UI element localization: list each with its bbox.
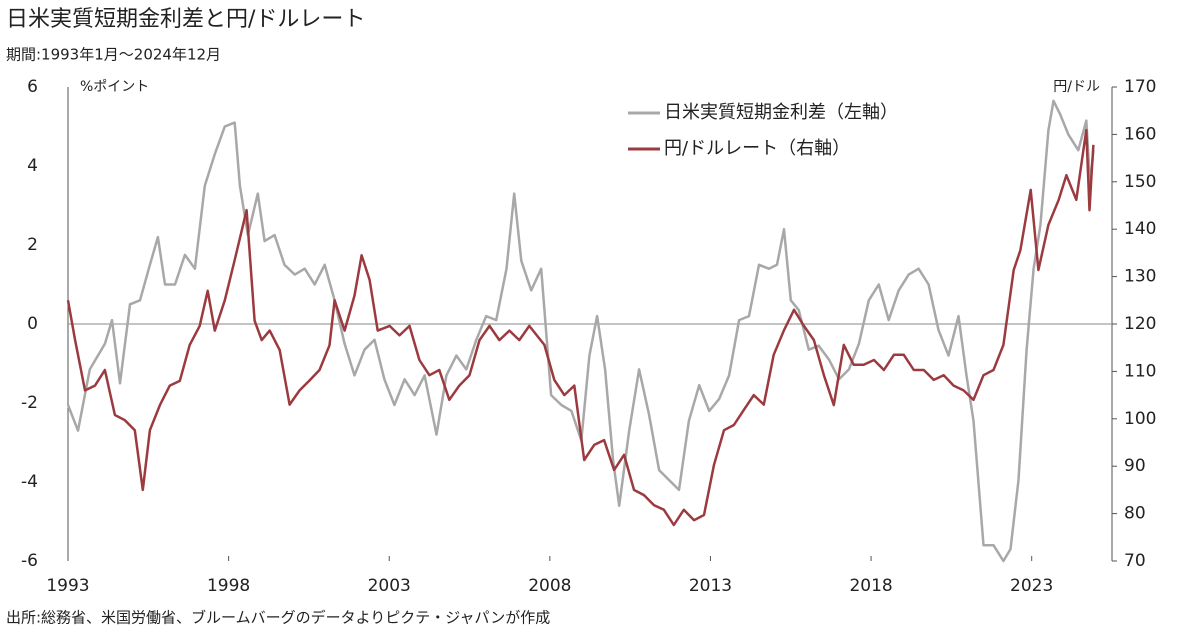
y2-tick-label: 160 [1124,124,1156,144]
y2-axis-label: 円/ドル [1053,79,1100,95]
x-tick-label: 2003 [368,576,411,596]
chart-title: 日米実質短期金利差と円/ドルレート [6,7,365,32]
y-tick-label: -6 [21,551,38,571]
y-tick-label: 6 [27,77,38,97]
x-tick-label: 1993 [46,576,89,596]
series-line [66,99,1095,563]
y-tick-label: -4 [21,472,38,492]
y-axis-label: %ポイント [80,79,149,95]
legend-label: 円/ドルレート（右軸） [664,138,850,159]
y2-tick-label: 70 [1124,551,1146,571]
y2-tick-label: 150 [1124,172,1156,192]
y2-tick-label: 80 [1124,504,1146,524]
y2-tick-label: 130 [1124,267,1156,287]
y2-tick-label: 120 [1124,314,1156,334]
y-tick-label: -2 [21,393,38,413]
y2-tick-label: 100 [1124,409,1156,429]
x-tick-label: 2023 [1010,576,1053,596]
x-tick-label: 2013 [689,576,732,596]
y2-tick-label: 110 [1124,361,1156,381]
y2-tick-label: 90 [1124,456,1146,476]
x-tick-label: 1998 [207,576,250,596]
y-tick-label: 0 [27,314,38,334]
chart-subtitle: 期間:1993年1月～2024年12月 [6,46,221,64]
y2-tick-label: 140 [1124,219,1156,239]
x-tick-label: 2008 [528,576,571,596]
series-line [66,128,1095,527]
y-tick-label: 2 [27,235,38,255]
y2-tick-label: 170 [1124,77,1156,97]
source-note: 出所:総務省、米国労働省、ブルームバーグのデータよりピクテ・ジャパンが作成 [6,609,550,627]
legend-label: 日米実質短期金利差（左軸） [664,102,898,123]
y-tick-label: 4 [27,156,38,176]
x-tick-label: 2018 [849,576,892,596]
